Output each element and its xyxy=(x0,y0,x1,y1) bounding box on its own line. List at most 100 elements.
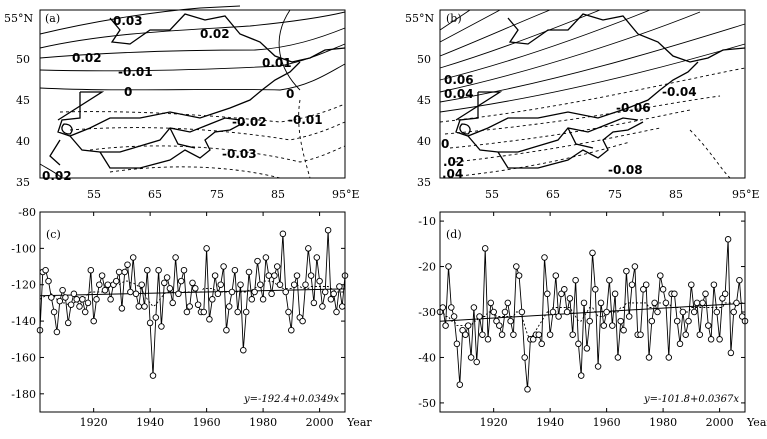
data-point xyxy=(456,381,464,388)
data-point xyxy=(665,354,673,361)
data-point xyxy=(453,340,461,348)
data-point xyxy=(724,236,732,243)
lat-tick-45: 45 xyxy=(417,94,431,107)
data-point xyxy=(90,317,97,325)
data-point xyxy=(64,319,72,327)
y-tick-label: -40 xyxy=(418,351,436,364)
data-point xyxy=(496,322,503,329)
data-point xyxy=(141,303,148,310)
data-point xyxy=(659,286,667,293)
contour-line xyxy=(459,141,631,177)
data-point xyxy=(561,286,568,293)
data-point xyxy=(693,299,701,307)
contour-line xyxy=(439,9,501,43)
data-point xyxy=(510,331,517,338)
country-border xyxy=(57,91,105,121)
data-point xyxy=(240,346,247,354)
data-point xyxy=(654,308,661,316)
data-point xyxy=(273,263,281,270)
data-point xyxy=(338,303,346,310)
data-point xyxy=(620,326,627,334)
country-border xyxy=(69,117,241,153)
data-point xyxy=(104,281,112,288)
lon-tick-85: 85 xyxy=(271,188,285,201)
data-point xyxy=(115,268,123,276)
country-border xyxy=(507,13,746,63)
contour-line xyxy=(39,27,346,59)
contour-line xyxy=(39,11,346,49)
trend-equation: y=-101.8+0.0367x xyxy=(643,394,739,405)
data-point xyxy=(231,266,239,274)
plot-frame xyxy=(39,211,346,413)
data-point xyxy=(603,308,610,316)
data-point xyxy=(194,301,202,308)
data-point xyxy=(177,277,185,285)
contour-line xyxy=(439,67,746,123)
data-point xyxy=(518,308,526,316)
y-tick-label: -30 xyxy=(418,306,436,319)
y-tick-label: -120 xyxy=(11,279,36,292)
data-point xyxy=(79,296,86,303)
country-border xyxy=(61,123,73,135)
lon-tick-95: 95°E xyxy=(732,188,760,201)
data-point xyxy=(583,345,591,352)
x-tick-label: 1940 xyxy=(536,416,564,429)
lon-tick-55: 55 xyxy=(87,188,101,201)
data-point xyxy=(544,290,551,298)
data-point xyxy=(124,261,131,268)
data-point xyxy=(146,319,154,327)
data-point xyxy=(259,296,267,303)
contour-label: 0.01 xyxy=(262,56,292,70)
lat-tick-40: 40 xyxy=(417,135,431,148)
contour-line xyxy=(109,166,281,179)
data-point xyxy=(609,322,616,329)
data-point xyxy=(487,299,495,307)
x-tick-label: 1940 xyxy=(136,416,164,429)
data-point xyxy=(169,299,176,307)
lon-tick-95: 95°E xyxy=(332,188,360,201)
contour-line xyxy=(439,9,651,81)
data-point xyxy=(53,328,61,336)
y-tick-label: -140 xyxy=(11,315,36,328)
contour-line xyxy=(39,43,346,72)
data-point xyxy=(62,294,69,301)
data-point xyxy=(733,299,740,307)
data-point xyxy=(144,266,151,274)
data-point xyxy=(501,308,509,316)
data-point xyxy=(589,249,596,257)
contour-label: 0.03 xyxy=(113,14,143,28)
contour-line xyxy=(439,9,551,57)
map-panel-a: 55°N 50 45 40 35 55 65 75 85 95°E 0.03 0… xyxy=(4,5,360,201)
data-point xyxy=(702,290,709,298)
country-border xyxy=(455,61,699,137)
data-point xyxy=(200,308,208,316)
data-point xyxy=(251,288,258,296)
contour-label: 0.06 xyxy=(444,73,474,87)
data-point xyxy=(597,299,605,307)
lat-tick-35: 35 xyxy=(417,176,431,189)
contour-label: -0.01 xyxy=(118,65,153,79)
contour-label: 0 xyxy=(441,137,449,151)
data-point xyxy=(265,272,273,279)
contour-label: 0 xyxy=(286,87,294,101)
data-point xyxy=(580,299,588,307)
data-point xyxy=(688,281,695,288)
data-point xyxy=(586,317,593,325)
data-point xyxy=(279,230,287,238)
data-point xyxy=(149,372,157,379)
data-point xyxy=(713,308,721,316)
data-point xyxy=(209,296,216,303)
x-tick-label: 1920 xyxy=(80,416,108,429)
y-tick-label: -180 xyxy=(11,388,36,401)
data-point xyxy=(152,314,160,321)
data-point xyxy=(464,322,472,329)
x-axis-year-label: Year xyxy=(346,416,372,429)
data-point xyxy=(507,317,514,325)
data-point xyxy=(276,281,284,288)
lat-tick-40: 40 xyxy=(16,135,30,148)
data-point xyxy=(336,283,343,290)
data-point xyxy=(569,331,576,338)
contour-line xyxy=(444,95,721,135)
x-axis-year-label: Year xyxy=(746,416,767,429)
data-point xyxy=(504,299,512,307)
